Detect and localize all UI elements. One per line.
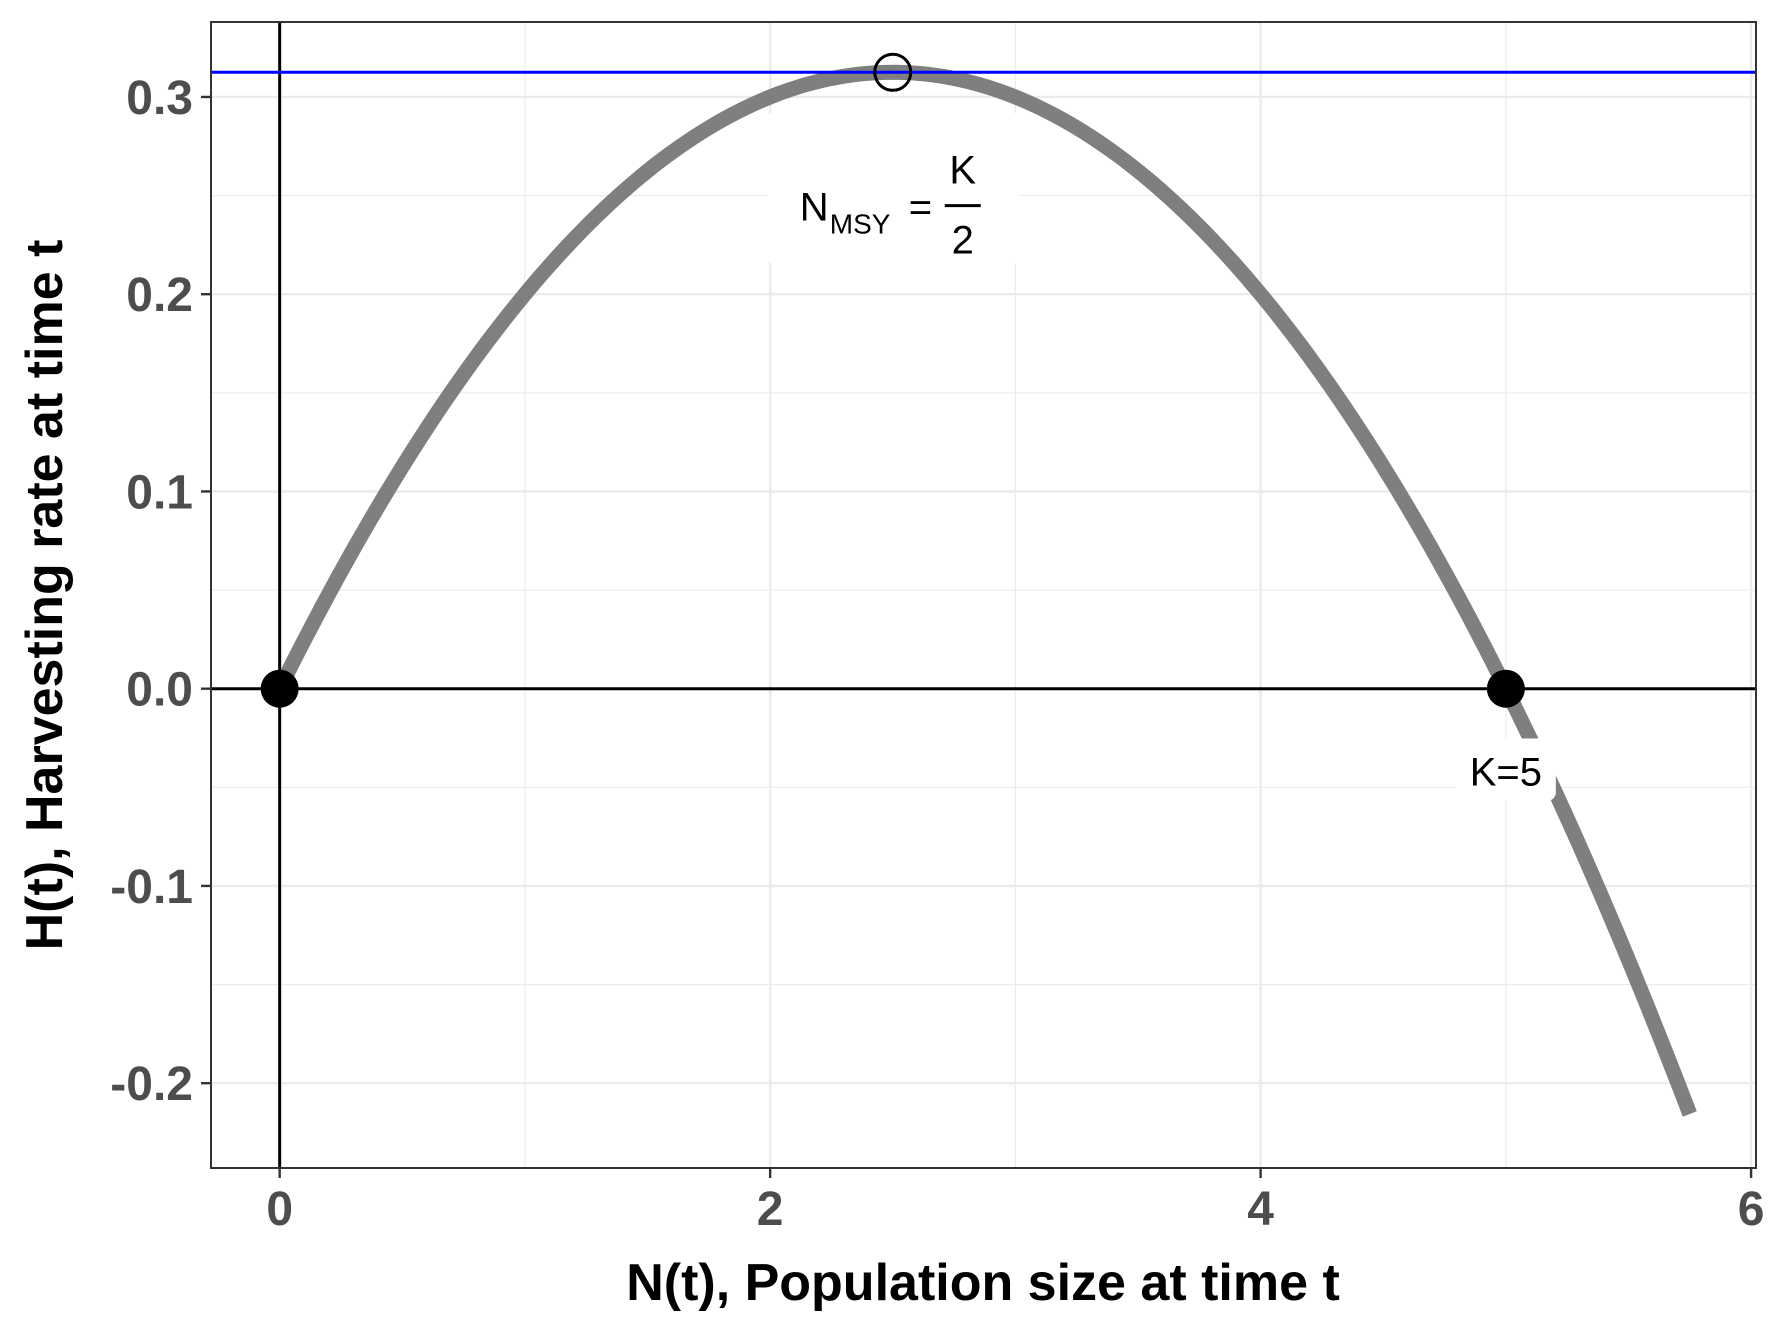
x-tick-label: 6: [1738, 1183, 1765, 1236]
point-carrying-capacity: [1486, 669, 1525, 708]
msy-label-n: N: [800, 186, 829, 230]
y-axis: -0.2 -0.1 0.0 0.1 0.2 0.3: [110, 72, 211, 1111]
harvest-curve: [272, 64, 1697, 1117]
point-origin: [260, 669, 299, 708]
x-tick-label: 0: [266, 1183, 293, 1236]
annotation-layer: N MSY = K 2 K=5: [260, 52, 1556, 801]
y-axis-title: H(t), Harvesting rate at time t: [16, 240, 74, 951]
x-axis: 0 2 4 6: [266, 1168, 1764, 1236]
y-tick-label: 0.2: [126, 269, 193, 322]
panel-border: [210, 21, 1757, 1169]
y-tick-label: -0.1: [110, 861, 193, 914]
y-tick-label: 0.0: [126, 664, 193, 717]
k-label-text: K=5: [1470, 751, 1542, 795]
x-tick-label: 2: [757, 1183, 784, 1236]
msy-label-eq: =: [909, 186, 932, 230]
msy-label-denominator: 2: [952, 219, 974, 263]
msy-label-sub: MSY: [830, 209, 891, 240]
x-tick-label: 4: [1247, 1183, 1274, 1236]
y-tick-label: 0.1: [126, 466, 193, 519]
x-axis-title: N(t), Population size at time t: [626, 1254, 1340, 1312]
y-tick-label: 0.3: [126, 72, 193, 125]
y-tick-label: -0.2: [110, 1058, 193, 1111]
msy-label-box: [766, 110, 1019, 266]
k-label-box: [1455, 738, 1556, 801]
point-msy: [873, 52, 913, 92]
msy-label-numerator: K: [949, 149, 976, 193]
